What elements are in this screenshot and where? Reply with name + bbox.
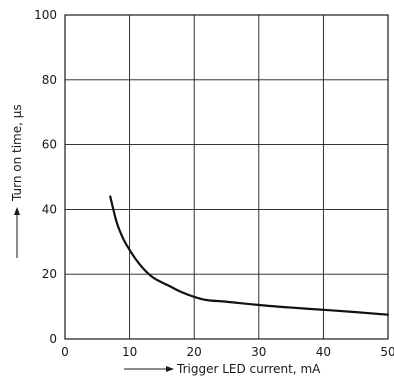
x-tick-label: 10 <box>122 345 137 359</box>
x-tick-label: 40 <box>316 345 331 359</box>
y-tick-label: 80 <box>42 73 57 87</box>
y-tick-label: 100 <box>34 8 57 22</box>
x-axis-tick-labels: 0 10 20 30 40 50 <box>61 345 394 359</box>
x-tick-label: 0 <box>61 345 69 359</box>
y-tick-label: 20 <box>42 267 57 281</box>
y-tick-label: 60 <box>42 138 57 152</box>
x-tick-label: 20 <box>187 345 202 359</box>
y-axis-label-arrow-head <box>14 207 20 215</box>
y-axis-tick-labels: 0 20 40 60 80 100 <box>34 8 57 346</box>
series-line <box>109 195 390 316</box>
x-tick-label: 30 <box>251 345 266 359</box>
y-tick-label: 40 <box>42 202 57 216</box>
y-tick-label: 0 <box>49 332 57 346</box>
grid-lines <box>65 15 388 339</box>
x-axis-label-arrow-head <box>166 366 174 372</box>
x-axis-label: Trigger LED current, mA <box>176 362 321 376</box>
x-tick-label: 50 <box>380 345 394 359</box>
y-axis-label: Turn on time, µs <box>10 104 24 202</box>
plot-frame <box>64 14 389 340</box>
